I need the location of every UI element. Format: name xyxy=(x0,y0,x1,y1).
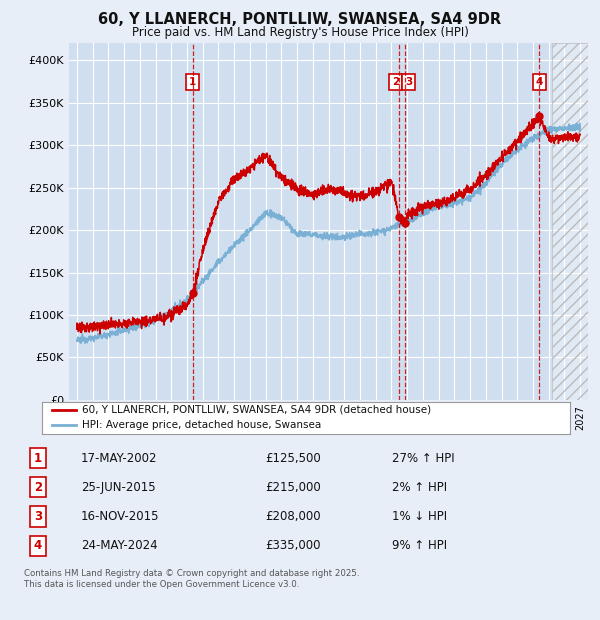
Text: 2: 2 xyxy=(34,481,42,494)
Text: Price paid vs. HM Land Registry's House Price Index (HPI): Price paid vs. HM Land Registry's House … xyxy=(131,26,469,39)
Text: 9% ↑ HPI: 9% ↑ HPI xyxy=(392,539,447,552)
Text: £125,500: £125,500 xyxy=(265,452,321,464)
Text: 24-MAY-2024: 24-MAY-2024 xyxy=(81,539,158,552)
Text: 2% ↑ HPI: 2% ↑ HPI xyxy=(392,481,447,494)
Text: 3: 3 xyxy=(34,510,42,523)
Text: HPI: Average price, detached house, Swansea: HPI: Average price, detached house, Swan… xyxy=(82,420,321,430)
Text: 60, Y LLANERCH, PONTLLIW, SWANSEA, SA4 9DR: 60, Y LLANERCH, PONTLLIW, SWANSEA, SA4 9… xyxy=(98,12,502,27)
Text: 17-MAY-2002: 17-MAY-2002 xyxy=(81,452,158,464)
Text: 4: 4 xyxy=(34,539,42,552)
Text: 1% ↓ HPI: 1% ↓ HPI xyxy=(392,510,447,523)
Text: 16-NOV-2015: 16-NOV-2015 xyxy=(81,510,160,523)
Text: £215,000: £215,000 xyxy=(265,481,321,494)
Text: 2: 2 xyxy=(392,77,399,87)
Text: £208,000: £208,000 xyxy=(265,510,321,523)
Text: £335,000: £335,000 xyxy=(265,539,321,552)
Text: 1: 1 xyxy=(189,77,196,87)
Text: 3: 3 xyxy=(405,77,412,87)
Text: 1: 1 xyxy=(34,452,42,464)
Text: 25-JUN-2015: 25-JUN-2015 xyxy=(81,481,156,494)
Text: 60, Y LLANERCH, PONTLLIW, SWANSEA, SA4 9DR (detached house): 60, Y LLANERCH, PONTLLIW, SWANSEA, SA4 9… xyxy=(82,405,431,415)
Text: 27% ↑ HPI: 27% ↑ HPI xyxy=(392,452,455,464)
Text: 4: 4 xyxy=(536,77,543,87)
Text: Contains HM Land Registry data © Crown copyright and database right 2025.
This d: Contains HM Land Registry data © Crown c… xyxy=(24,569,359,588)
